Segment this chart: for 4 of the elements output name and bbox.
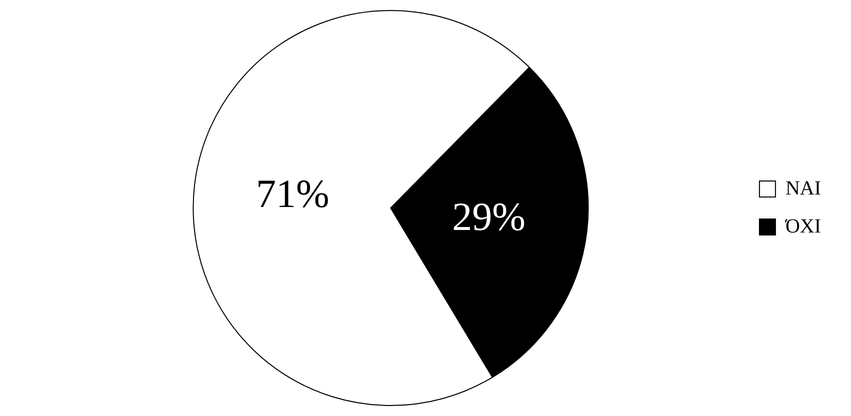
data-label: 29% <box>452 194 526 240</box>
data-label: 71% <box>256 170 330 216</box>
legend-label: ΝΑΙ <box>785 177 821 200</box>
legend-label: ΌΧΙ <box>784 215 821 238</box>
